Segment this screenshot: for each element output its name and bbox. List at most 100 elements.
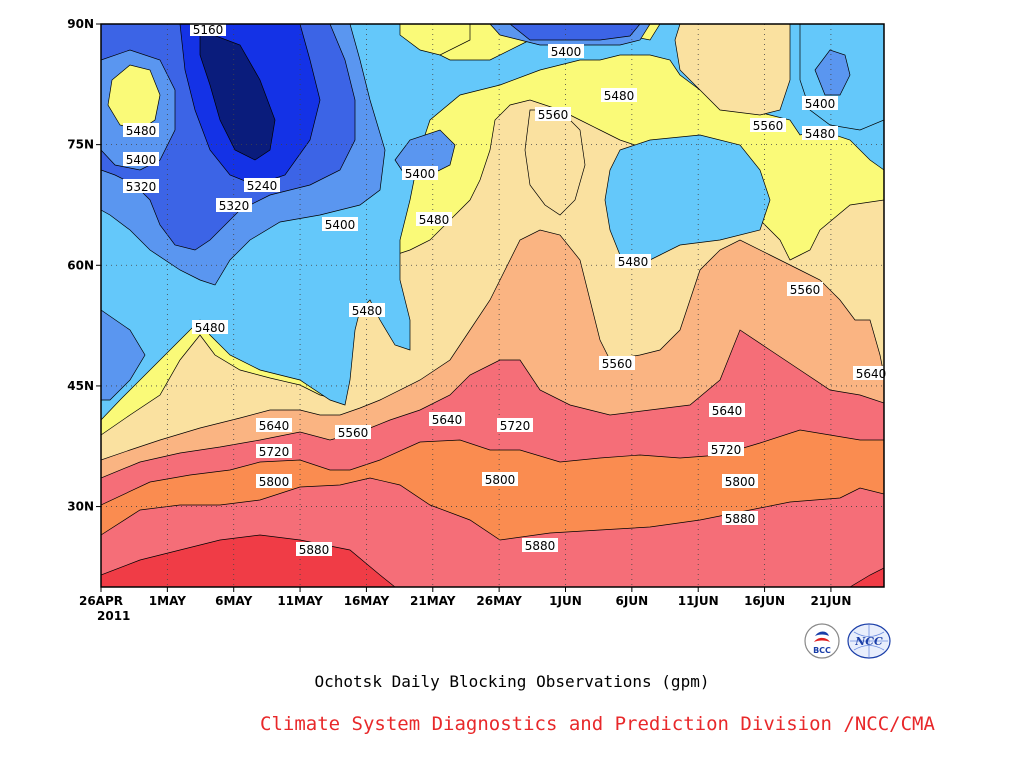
contour-label-bg	[256, 444, 292, 458]
contour-label: 5640	[429, 412, 465, 427]
contour-label: 5640	[853, 366, 889, 381]
contour-label-text: 5400	[325, 218, 356, 232]
contour-label-text: 5560	[753, 119, 784, 133]
contour-label-bg	[853, 366, 889, 380]
contour-label-bg	[429, 412, 465, 426]
x-tick-label: 11JUN	[678, 594, 719, 608]
contour-label-bg	[190, 22, 226, 36]
contour-label-text: 5400	[551, 45, 582, 59]
contour-label-bg	[256, 418, 292, 432]
y-tick-label: 90N	[67, 17, 94, 31]
region-yellow-north	[399, 24, 471, 56]
contour-label-text: 5800	[725, 475, 756, 489]
contour-label: 5640	[256, 418, 292, 433]
x-tick-label: 16MAY	[344, 594, 390, 608]
contour-label-bg	[123, 123, 159, 137]
contour-label-text: 5240	[247, 179, 278, 193]
contour-label: 5880	[722, 511, 758, 526]
contour-label-text: 5640	[432, 413, 463, 427]
x-tick-label: 21MAY	[410, 594, 456, 608]
contour-label-bg	[349, 303, 385, 317]
contour-label-bg	[750, 118, 786, 132]
contour-label-bg	[402, 166, 438, 180]
contour-label-text: 5160	[193, 23, 224, 37]
contour-label-text: 5560	[790, 283, 821, 297]
contour-label-text: 5880	[725, 512, 756, 526]
x-tick-label: 1MAY	[149, 594, 186, 608]
contour-label: 5720	[256, 444, 292, 459]
contour-label-text: 5320	[219, 199, 250, 213]
contour-label-text: 5800	[485, 473, 516, 487]
contour-label: 5720	[497, 418, 533, 433]
contour-label-text: 5640	[259, 419, 290, 433]
contour-label-text: 5800	[259, 475, 290, 489]
contour-label-bg	[802, 96, 838, 110]
region-5360-west-edge	[101, 309, 146, 401]
x-tick-label: 16JUN	[744, 594, 785, 608]
plot-frame	[100, 23, 885, 588]
contour-label-bg	[708, 442, 744, 456]
y-tick-label: 60N	[67, 258, 94, 272]
chart-title: Ochotsk Daily Blocking Observations (gpm…	[314, 672, 710, 691]
contour-label-text: 5560	[338, 426, 369, 440]
contour-label-text: 5400	[805, 97, 836, 111]
contour-label-bg	[244, 178, 280, 192]
contour-label-bg	[335, 425, 371, 439]
contour-label-bg	[709, 403, 745, 417]
x-tick-label: 21JUN	[810, 594, 851, 608]
contour-label: 5480	[601, 88, 637, 103]
contour-label-bg	[548, 44, 584, 58]
contour-label-bg	[192, 320, 228, 334]
region-5360-northeast-core	[814, 49, 851, 96]
contour-label-text: 5640	[712, 404, 743, 418]
contour-label-bg	[722, 511, 758, 525]
contour-label-bg	[416, 212, 452, 226]
contour-label: 5480	[802, 126, 838, 141]
contour-label-text: 5480	[195, 321, 226, 335]
contour-label-bg	[216, 198, 252, 212]
x-tick-label: 6JUN	[616, 594, 649, 608]
x-tick-label: 6MAY	[215, 594, 252, 608]
contour-label: 5320	[216, 198, 252, 213]
contour-label: 5240	[244, 178, 280, 193]
contour-label: 5800	[256, 474, 292, 489]
contour-label: 5480	[123, 123, 159, 138]
y-tick-label: 45N	[67, 379, 94, 393]
contour-label-text: 5880	[525, 539, 556, 553]
contour-label: 5480	[349, 303, 385, 318]
y-tick-label: 30N	[67, 500, 94, 514]
contour-label: 5400	[123, 152, 159, 167]
x-tick-label: 26APR	[79, 594, 123, 608]
contour-label-bg	[256, 474, 292, 488]
y-tick-label: 75N	[67, 138, 94, 152]
contour-label-text: 5560	[602, 357, 633, 371]
contour-label: 5560	[599, 356, 635, 371]
contour-label: 5400	[322, 217, 358, 232]
contour-label: 5560	[750, 118, 786, 133]
y-axis: 90N 75N 60N 45N 30N	[67, 17, 101, 514]
region-lt5200	[199, 29, 276, 161]
contour-label-text: 5480	[126, 124, 157, 138]
bcc-logo-icon: BCC	[804, 623, 840, 659]
contour-label-bg	[599, 356, 635, 370]
contour-label-text: 5480	[352, 304, 383, 318]
region-blue-east	[604, 134, 771, 266]
contour-label: 5480	[192, 320, 228, 335]
contour-label-text: 5640	[856, 367, 887, 381]
contour-label-text: 5560	[538, 108, 569, 122]
contour-label-bg	[787, 282, 823, 296]
contour-label-bg	[522, 538, 558, 552]
contour-label-bg	[722, 474, 758, 488]
contour-label: 5880	[522, 538, 558, 553]
bcc-logo-text: BCC	[813, 646, 831, 655]
contour-label-text: 5400	[126, 153, 157, 167]
region-5280-north-center	[509, 24, 641, 41]
region-tan-northeast	[674, 24, 791, 116]
contour-label-text: 5720	[500, 419, 531, 433]
contour-label-text: 5480	[419, 213, 450, 227]
contour-label: 5880	[296, 542, 332, 557]
contour-label: 5400	[548, 44, 584, 59]
contour-label: 5720	[708, 442, 744, 457]
contour-label-text: 5880	[299, 543, 330, 557]
